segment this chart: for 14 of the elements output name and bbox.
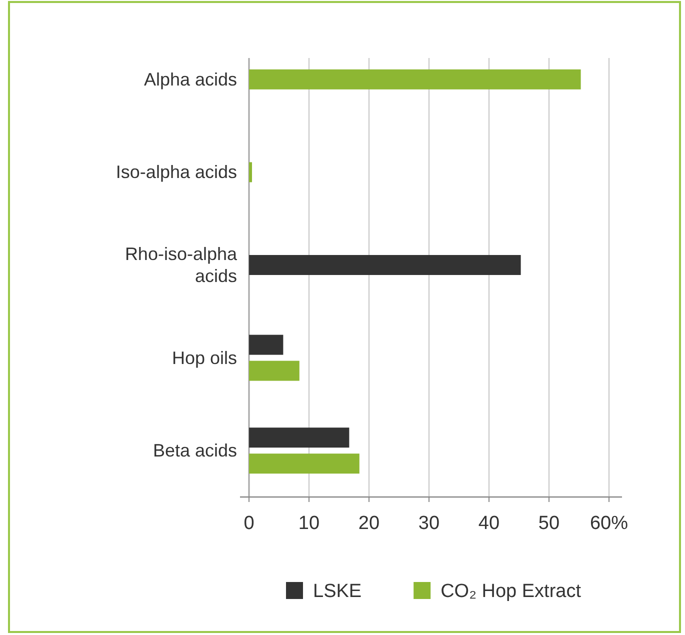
x-tick-label: 50 [538,513,560,534]
legend-label: LSKE [313,581,362,602]
y-tick-label: Iso-alpha acids [116,162,237,182]
x-tick-label: 30 [418,513,440,534]
x-tick-label: 60% [590,513,628,534]
x-tick-label: 20 [358,513,380,534]
legend-label: CO₂ Hop Extract [440,581,582,602]
y-tick-label: Alpha acids [144,69,237,90]
y-tick-label: Beta acids [152,440,237,461]
y-tick-label: Hop oils [172,348,237,368]
x-tick-label: 0 [244,513,254,534]
x-tick-label: 40 [478,513,500,534]
y-tick-label: Rho-iso-alpha acids [124,244,238,286]
x-tick-label: 10 [298,513,320,534]
